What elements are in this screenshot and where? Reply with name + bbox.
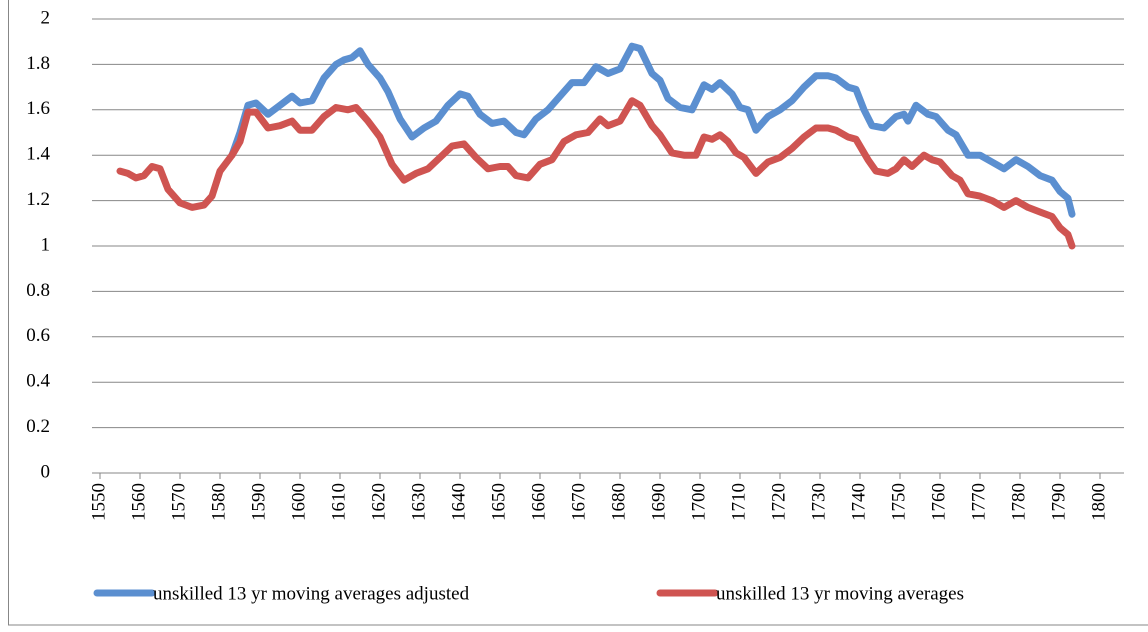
x-tick-label: 1570 bbox=[168, 483, 189, 521]
legend-label: unskilled 13 yr moving averages bbox=[716, 583, 964, 604]
legend-label: unskilled 13 yr moving averages adjusted bbox=[153, 583, 470, 604]
x-tick-label: 1600 bbox=[288, 483, 309, 521]
x-tick-label: 1630 bbox=[408, 483, 429, 521]
y-tick-label: 1.6 bbox=[26, 98, 50, 119]
x-tick-label: 1620 bbox=[368, 483, 389, 521]
x-tick-label: 1610 bbox=[328, 483, 349, 521]
series-line bbox=[228, 42, 1076, 218]
x-tick-label: 1760 bbox=[928, 483, 949, 521]
y-tick-label: 0 bbox=[41, 461, 51, 482]
x-tick-label: 1690 bbox=[648, 483, 669, 521]
y-tick-label: 2 bbox=[41, 7, 51, 28]
x-tick-label: 1650 bbox=[488, 483, 509, 521]
x-tick-label: 1580 bbox=[208, 483, 229, 521]
x-tick-label: 1660 bbox=[528, 483, 549, 521]
x-tick-label: 1550 bbox=[88, 483, 109, 521]
x-tick-label: 1780 bbox=[1008, 483, 1029, 521]
y-tick-label: 0.2 bbox=[26, 416, 50, 437]
x-tick-label: 1750 bbox=[888, 483, 909, 521]
x-tick-label: 1730 bbox=[808, 483, 829, 521]
x-tick-label: 1680 bbox=[608, 483, 629, 521]
x-tick-label: 1790 bbox=[1048, 483, 1069, 521]
x-tick-label: 1590 bbox=[248, 483, 269, 521]
y-tick-label: 0.6 bbox=[26, 325, 50, 346]
y-tick-label: 1.8 bbox=[26, 53, 50, 74]
x-tick-label: 1700 bbox=[688, 483, 709, 521]
x-tick-label: 1740 bbox=[848, 483, 869, 521]
series-line bbox=[116, 97, 1076, 250]
y-tick-label: 0.4 bbox=[26, 371, 50, 392]
x-tick-label: 1670 bbox=[568, 483, 589, 521]
y-tick-label: 1.2 bbox=[26, 189, 50, 210]
y-tick-label: 0.8 bbox=[26, 280, 50, 301]
y-tick-label: 1.4 bbox=[26, 144, 50, 165]
x-tick-label: 1800 bbox=[1088, 483, 1109, 521]
x-tick-label: 1770 bbox=[968, 483, 989, 521]
x-tick-label: 1720 bbox=[768, 483, 789, 521]
chart-border bbox=[8, 0, 1148, 626]
x-tick-label: 1710 bbox=[728, 483, 749, 521]
y-tick-label: 1 bbox=[41, 234, 51, 255]
x-tick-label: 1640 bbox=[448, 483, 469, 521]
x-tick-label: 1560 bbox=[128, 483, 149, 521]
